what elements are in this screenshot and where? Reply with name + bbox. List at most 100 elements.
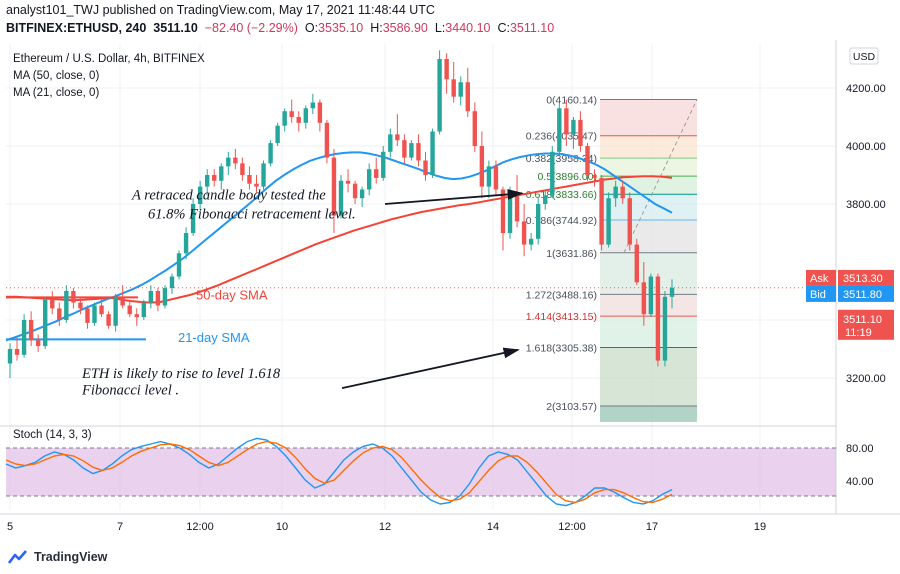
- candle-body: [219, 166, 224, 181]
- candle-body: [226, 157, 231, 167]
- close-value: 3511.10: [509, 21, 555, 35]
- candle-body: [381, 151, 386, 178]
- annotation-target-line2: Fibonacci level .: [81, 383, 179, 399]
- fib-level-label: 0(4160.14): [546, 95, 597, 107]
- candle-body: [606, 198, 611, 245]
- candle-body: [303, 108, 308, 123]
- candle-body: [437, 59, 442, 132]
- candle-body: [359, 189, 365, 199]
- ask-value: 3513.30: [843, 273, 883, 285]
- candle-body: [535, 204, 541, 239]
- fib-zone: [600, 135, 697, 159]
- candle-body: [183, 233, 189, 254]
- stoch-legend: Stoch (14, 3, 3): [13, 429, 92, 441]
- candle-body: [282, 111, 287, 126]
- annotation-fib-line1: A retraced candle body tested the: [131, 188, 326, 204]
- stoch-tick-80: 80.00: [846, 443, 874, 455]
- candle-body: [233, 157, 238, 164]
- candle-body: [310, 102, 316, 109]
- candle-body: [169, 276, 175, 289]
- candle-body: [162, 288, 168, 306]
- time-tick-label: 19: [754, 521, 766, 533]
- candle-body: [366, 169, 372, 190]
- candle-body: [592, 175, 597, 178]
- candle-body: [521, 221, 527, 245]
- candle-body: [528, 238, 534, 245]
- chart-header: analyst101_TWJ published on TradingView.…: [0, 0, 900, 40]
- symbol-line: BITFINEX:ETHUSD, 240 3511.10 −82.40 (−2.…: [6, 21, 554, 35]
- ask-label: Ask: [810, 273, 829, 285]
- candle-body: [500, 189, 506, 233]
- time-tick-label: 10: [276, 521, 288, 533]
- stoch-band: [6, 448, 836, 496]
- fib-level-label: 1(3631.86): [546, 248, 597, 260]
- fib-level-label: 0.786(3744.92): [526, 215, 597, 227]
- candle-body: [564, 108, 569, 135]
- candle-body: [374, 169, 379, 178]
- close-label: C:: [497, 21, 510, 35]
- candle-body: [507, 192, 513, 233]
- legend-title: Ethereum / U.S. Dollar, 4h, BITFINEX: [13, 53, 205, 65]
- symbol-text: BITFINEX:ETHUSD, 240: [6, 21, 147, 35]
- candle-body: [204, 175, 210, 187]
- candle-body: [106, 314, 111, 326]
- candle-body: [550, 151, 555, 196]
- candle-body: [620, 186, 625, 199]
- last-price-box: [838, 309, 894, 340]
- ask-label-box: [806, 269, 836, 286]
- candle-body: [50, 299, 55, 309]
- candle-body: [416, 143, 421, 161]
- candle-body: [176, 253, 182, 277]
- candle-body: [514, 192, 520, 222]
- candle-body: [486, 166, 492, 187]
- currency-badge[interactable]: [849, 47, 879, 65]
- annotation-fib-line2: 61.8% Fibonacci retracement level.: [148, 207, 356, 223]
- time-tick-label: 14: [487, 521, 499, 533]
- fib-zone: [600, 99, 697, 136]
- ma21-line: [5, 151, 673, 342]
- candle-body: [388, 134, 393, 152]
- candle-body: [345, 180, 351, 184]
- fib-level-label: 2(3103.57): [546, 401, 597, 413]
- candle-body: [190, 204, 196, 233]
- candle-body: [493, 166, 499, 190]
- time-tick-label: 12:00: [558, 521, 586, 533]
- low-value: 3440.10: [445, 21, 491, 35]
- candle-body: [324, 122, 330, 158]
- price-tick-label: 3800.00: [846, 199, 886, 211]
- time-axis[interactable]: 5 7 12:00 10 12 14 12:00 17 19: [7, 521, 766, 533]
- candle-body: [571, 119, 576, 135]
- candle-body: [352, 183, 358, 199]
- price-tick-label: 4200.00: [846, 83, 886, 95]
- stochastic-panel[interactable]: Stoch (14, 3, 3) 80.00 40.00: [5, 429, 874, 507]
- candle-body: [472, 111, 478, 146]
- low-label: L:: [434, 21, 446, 35]
- candle-body: [479, 146, 485, 187]
- candle-body: [240, 163, 245, 175]
- price-chart[interactable]: 0(4160.14)0.236(4035.47)0.382(3958.34)0.…: [0, 40, 900, 548]
- price-axis[interactable]: USD4200.004000.003800.003400.003200.00As…: [806, 47, 894, 385]
- candle-body: [296, 117, 301, 123]
- fib-zone: [600, 158, 697, 177]
- fibonacci-retracement[interactable]: 0(4160.14)0.236(4035.47)0.382(3958.34)0.…: [526, 95, 698, 422]
- tradingview-logo-icon: [8, 550, 27, 564]
- candle-body: [261, 163, 266, 187]
- change-text: −82.40 (−2.29%): [204, 21, 298, 35]
- candle-body: [254, 183, 259, 187]
- high-value: 3586.90: [382, 21, 428, 35]
- annotation-target-line1: ETH is likely to rise to level 1.618: [81, 366, 281, 382]
- time-tick-label: 12:00: [186, 521, 214, 533]
- stoch-d-line: [5, 440, 673, 504]
- tradingview-branding[interactable]: TradingView: [8, 548, 107, 566]
- candle-body: [599, 177, 604, 245]
- last-price-text: 3511.10: [153, 21, 198, 35]
- candle-body: [613, 186, 618, 199]
- candlestick-series: [7, 50, 675, 378]
- fib-level-label: 1.414(3413.15): [526, 311, 597, 323]
- candle-body: [247, 175, 252, 184]
- arrow-to-1618: [341, 347, 520, 390]
- time-tick-label: 12: [379, 521, 391, 533]
- candle-body: [444, 59, 449, 80]
- bid-value-box: [838, 285, 894, 302]
- candle-body: [317, 102, 323, 123]
